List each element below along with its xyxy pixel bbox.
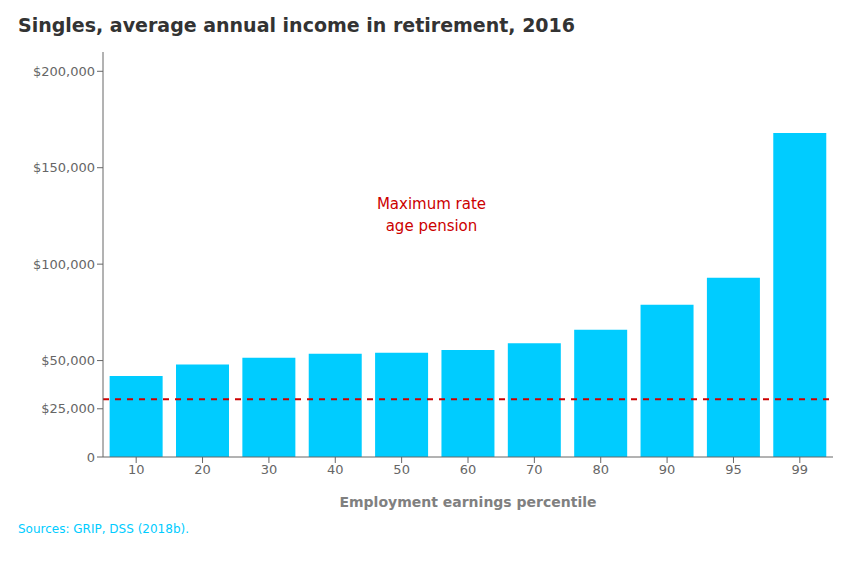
svg-text:80: 80: [592, 462, 609, 477]
svg-text:$150,000: $150,000: [33, 160, 95, 175]
svg-text:40: 40: [327, 462, 344, 477]
svg-text:50: 50: [393, 462, 410, 477]
svg-text:$200,000: $200,000: [33, 64, 95, 79]
svg-text:$100,000: $100,000: [33, 257, 95, 272]
svg-text:60: 60: [460, 462, 477, 477]
svg-text:99: 99: [792, 462, 809, 477]
html-text:Sources: GRIP, DSS (2018b).: Sources: GRIP, DSS (2018b).: [18, 522, 189, 536]
html-text:Singles, average annual income: Singles, average annual income in retire…: [18, 14, 575, 36]
svg-text:30: 30: [261, 462, 278, 477]
svg-text:$25,000: $25,000: [41, 401, 95, 416]
svg-text:Maximum rate: Maximum rate: [377, 195, 486, 213]
svg-text:10: 10: [128, 462, 145, 477]
svg-text:$50,000: $50,000: [41, 353, 95, 368]
svg-text:0: 0: [87, 450, 95, 465]
svg-text:age pension: age pension: [386, 217, 478, 235]
svg-text:70: 70: [526, 462, 543, 477]
svg-text:20: 20: [194, 462, 211, 477]
svg-text:90: 90: [659, 462, 676, 477]
svg-text:Employment earnings percentile: Employment earnings percentile: [339, 494, 596, 510]
svg-text:95: 95: [725, 462, 742, 477]
